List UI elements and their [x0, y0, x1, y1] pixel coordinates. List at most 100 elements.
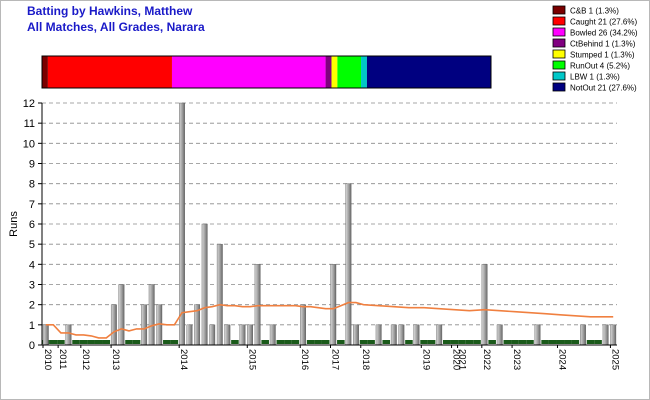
- notout-marker: [321, 340, 330, 344]
- x-tick-label: 2014: [178, 349, 189, 370]
- x-tick-label: 2013: [110, 349, 121, 370]
- notout-marker: [488, 340, 496, 344]
- runs-bar: [42, 324, 49, 346]
- notout-marker: [458, 340, 466, 344]
- y-tick-label: 3: [29, 280, 35, 292]
- notout-marker: [163, 340, 171, 344]
- runs-bar: [330, 264, 337, 346]
- runs-bar: [254, 264, 261, 346]
- runs-bar: [496, 324, 503, 346]
- notout-marker: [231, 340, 239, 344]
- notout-marker: [87, 340, 95, 344]
- runs-bar: [580, 324, 586, 346]
- dismissal-segment: [366, 56, 491, 88]
- legend-entry: C&B 1 (1.3%): [570, 7, 619, 16]
- legend-entry: NotOut 21 (27.6%): [570, 84, 637, 93]
- x-tick-label: 2018: [360, 349, 371, 370]
- runs-bar: [247, 324, 253, 346]
- dismissal-segment: [47, 56, 172, 88]
- notout-marker: [541, 340, 549, 344]
- y-tick-label: 9: [29, 159, 35, 171]
- y-tick-label: 12: [23, 98, 35, 110]
- runs-bar: [118, 284, 125, 346]
- notout-marker: [79, 340, 88, 344]
- notout-marker: [556, 340, 565, 344]
- x-tick-label: 2020: [451, 349, 462, 370]
- dismissal-segment: [42, 56, 48, 88]
- notout-marker: [367, 340, 375, 344]
- notout-marker: [526, 340, 534, 344]
- runs-bar: [269, 324, 276, 346]
- x-tick-label: 2019: [420, 349, 431, 370]
- legend-entry: Caught 21 (27.6%): [570, 18, 637, 27]
- legend-swatch: [552, 16, 566, 26]
- runs-bar: [186, 324, 193, 346]
- dismissal-segment: [171, 56, 326, 88]
- runs-bar: [390, 324, 397, 346]
- notout-marker: [72, 340, 80, 344]
- runs-bar: [201, 223, 208, 346]
- runs-bar: [481, 264, 488, 346]
- runs-bar: [239, 324, 246, 346]
- dismissal-strip-border: [41, 55, 492, 89]
- notout-marker: [564, 340, 572, 344]
- notout-marker: [503, 340, 512, 344]
- y-tick-label: 10: [23, 138, 35, 150]
- notout-marker: [511, 340, 519, 344]
- y-tick-label: 8: [29, 179, 35, 191]
- notout-marker: [291, 340, 300, 344]
- runs-bar: [148, 284, 155, 346]
- chart-title: Batting by Hawkins, Matthew: [27, 4, 193, 18]
- legend-entry: Bowled 26 (34.2%): [570, 29, 638, 38]
- notout-marker: [465, 340, 474, 344]
- runs-bar: [179, 102, 185, 346]
- notout-marker: [548, 340, 557, 344]
- runs-bar: [209, 324, 216, 346]
- runs-bar: [224, 324, 231, 346]
- dismissal-segment: [337, 56, 362, 88]
- y-tick-label: 2: [29, 300, 35, 312]
- runs-bar: [413, 324, 420, 346]
- notout-marker: [586, 340, 595, 344]
- legend-swatch: [552, 60, 566, 70]
- x-tick-label: 2021: [457, 349, 468, 370]
- legend-swatch: [552, 71, 566, 81]
- x-tick-label: 2011: [57, 349, 68, 369]
- chart-subtitle: All Matches, All Grades, Narara: [27, 20, 205, 34]
- notout-marker: [420, 340, 428, 344]
- notout-marker: [450, 340, 459, 344]
- runs-bar: [610, 324, 617, 346]
- runs-bar: [65, 324, 72, 346]
- notout-marker: [594, 340, 602, 344]
- x-tick-label: 2016: [299, 349, 310, 370]
- notout-marker: [57, 340, 65, 344]
- legend-swatch: [552, 49, 566, 59]
- notout-marker: [571, 340, 580, 344]
- notout-marker: [442, 340, 451, 344]
- x-tick-label: 2023: [511, 349, 522, 370]
- runs-bar: [375, 324, 382, 346]
- notout-marker: [405, 340, 413, 344]
- x-tick-label: 2022: [481, 349, 492, 370]
- notout-marker: [170, 340, 179, 344]
- dismissal-segment: [361, 56, 367, 88]
- notout-marker: [473, 340, 481, 344]
- y-tick-label: 4: [29, 259, 35, 271]
- dismissal-segment: [331, 56, 338, 88]
- legend-entry: LBW 1 (1.3%): [570, 73, 620, 82]
- notout-marker: [359, 340, 368, 344]
- runs-bar: [353, 324, 359, 346]
- x-tick-label: 2017: [330, 349, 341, 370]
- x-tick-label: 2015: [246, 349, 257, 370]
- legend-entry: RunOut 4 (5.2%): [570, 62, 630, 71]
- runs-bar: [216, 243, 223, 346]
- y-tick-label: 6: [29, 219, 35, 231]
- runs-bar: [141, 304, 148, 346]
- notout-marker: [306, 340, 315, 344]
- notout-marker: [427, 340, 436, 344]
- x-tick-label: 2024: [556, 349, 567, 370]
- legend-swatch: [552, 82, 566, 92]
- notout-marker: [337, 340, 345, 344]
- x-tick-label: 2010: [42, 349, 53, 370]
